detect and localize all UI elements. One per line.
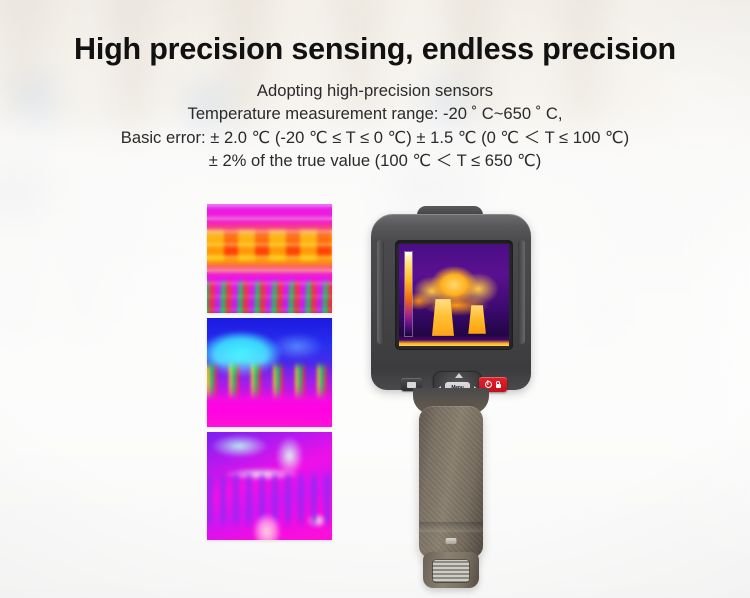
menu-label: Menu (451, 385, 463, 391)
cooling-tower-left (432, 299, 454, 336)
thermal-image-gears (207, 432, 332, 540)
page-title: High precision sensing, endless precisio… (74, 32, 676, 66)
cooling-tower-right (468, 305, 486, 334)
camera-screen-bezel (395, 240, 513, 350)
power-icon (484, 381, 492, 388)
grip-texture (419, 406, 483, 558)
thermal-sample-gallery (207, 204, 332, 540)
thermal-camera: Menu OK (371, 206, 531, 588)
camera-base (423, 552, 479, 588)
temperature-colorbar (405, 252, 412, 336)
lock-icon (495, 381, 502, 388)
gallery-button[interactable] (401, 378, 422, 391)
thermal-ground (399, 335, 509, 346)
dpad-up-icon[interactable] (455, 373, 463, 378)
gallery-icon (407, 382, 416, 388)
battery-latch[interactable] (432, 559, 470, 583)
grip-indicator (445, 538, 457, 544)
spec-line-range: Temperature measurement range: -20 ˚ C~6… (187, 104, 563, 124)
thermal-image-machinery (207, 318, 332, 427)
camera-body: Menu OK (371, 214, 531, 411)
spec-list: Adopting high-precision sensors Temperat… (0, 67, 750, 173)
thermal-steam-plume (399, 244, 509, 346)
thermal-image-circuit-board (207, 204, 332, 313)
spec-line-tolerance: ± 2% of the true value (100 ℃ ＜ T ≤ 650 … (208, 151, 542, 171)
spec-line-sensors: Adopting high-precision sensors (256, 80, 494, 100)
spec-line-accuracy: Basic error: ± 2.0 ℃ (-20 ℃ ≤ T ≤ 0 ℃) ±… (120, 127, 630, 147)
camera-handle-grip (419, 406, 483, 558)
copy-block: High precision sensing, endless precisio… (0, 0, 750, 173)
camera-screen (399, 244, 509, 346)
grip-lip (419, 522, 483, 532)
